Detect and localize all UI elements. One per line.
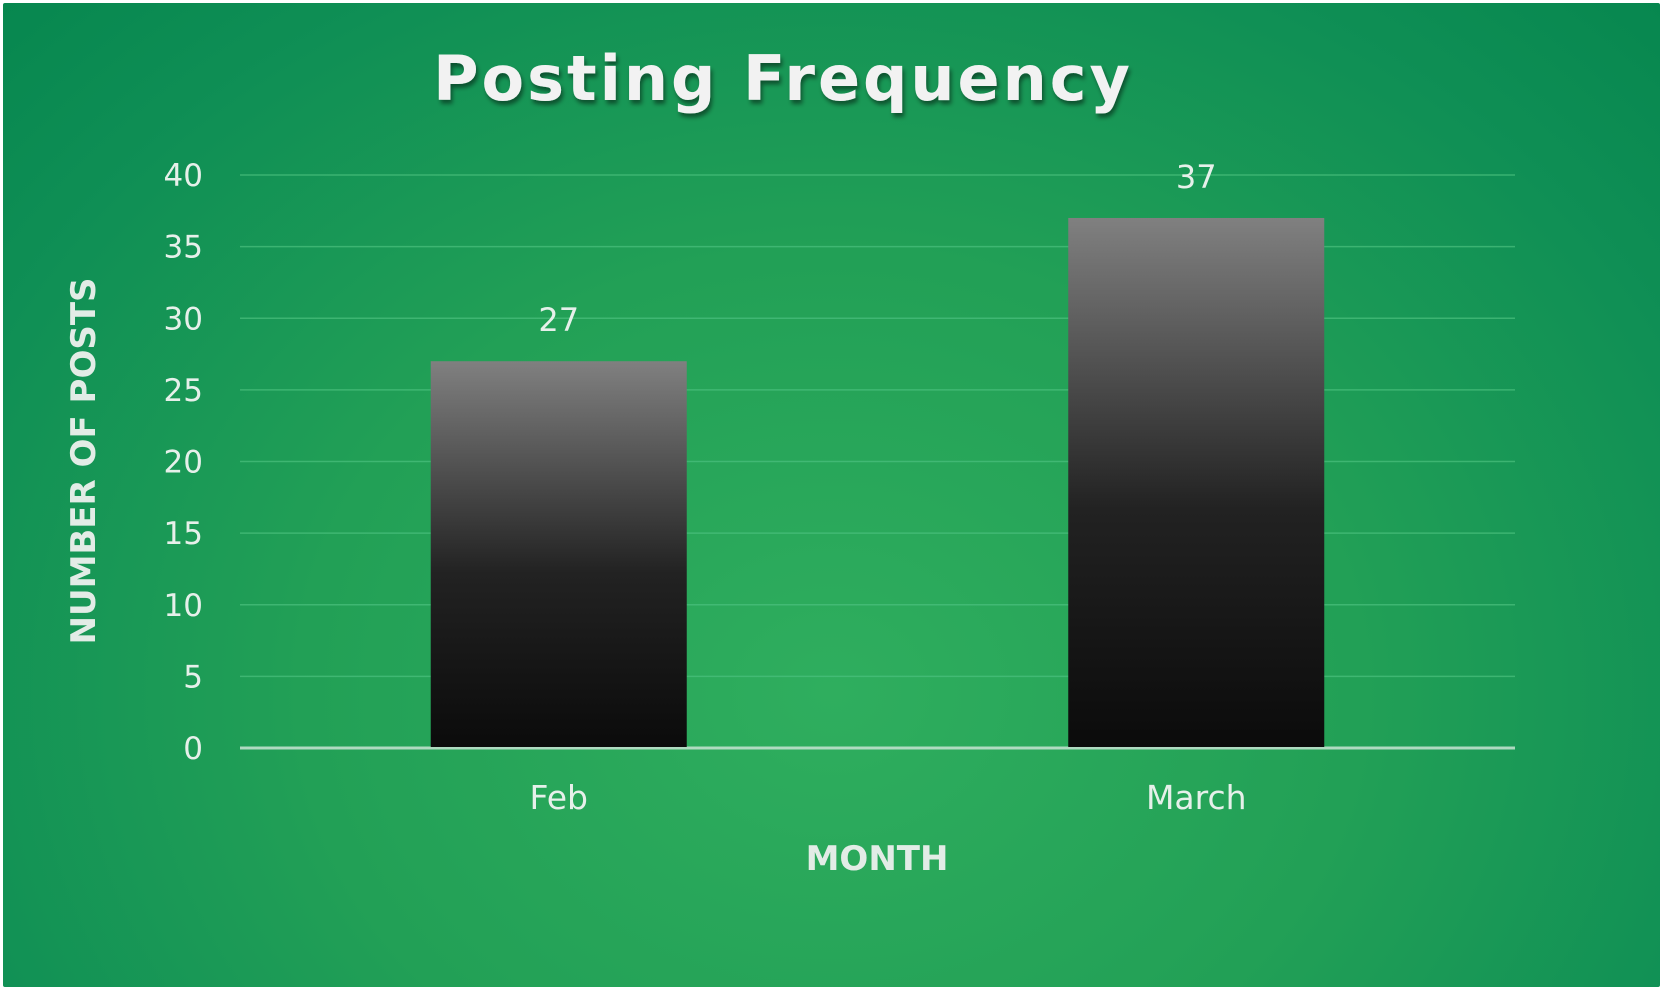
data-label: 27	[538, 301, 579, 339]
y-tick-label: 35	[164, 230, 203, 266]
bar-march	[1068, 217, 1325, 748]
y-tick-label: 40	[164, 158, 203, 194]
bars	[430, 217, 1325, 748]
y-tick-label: 30	[164, 301, 203, 337]
y-axis-title: NUMBER OF POSTS	[64, 277, 104, 644]
y-tick-label: 15	[164, 516, 203, 552]
y-tick-label: 5	[183, 659, 203, 695]
x-tick-label: Feb	[530, 778, 588, 817]
y-tick-label: 25	[164, 373, 203, 409]
y-tick-label: 0	[183, 731, 203, 767]
chart-area: 0 5 10 15 20 25 30 35 40 27 Feb 37 March Posting Fre…	[3, 3, 1660, 987]
chart-title: Posting Frequency	[433, 42, 1133, 115]
y-tick-label: 10	[164, 588, 203, 624]
x-axis-title: MONTH	[806, 839, 949, 879]
labels: 0 5 10 15 20 25 30 35 40 27 Feb 37 March	[164, 158, 1247, 817]
x-tick-label: March	[1146, 778, 1247, 817]
data-label: 37	[1176, 158, 1217, 196]
bar-feb	[430, 361, 687, 747]
bar-chart: 0 5 10 15 20 25 30 35 40 27 Feb 37 March Posting Fre…	[64, 42, 1515, 879]
y-tick-label: 20	[164, 445, 203, 481]
